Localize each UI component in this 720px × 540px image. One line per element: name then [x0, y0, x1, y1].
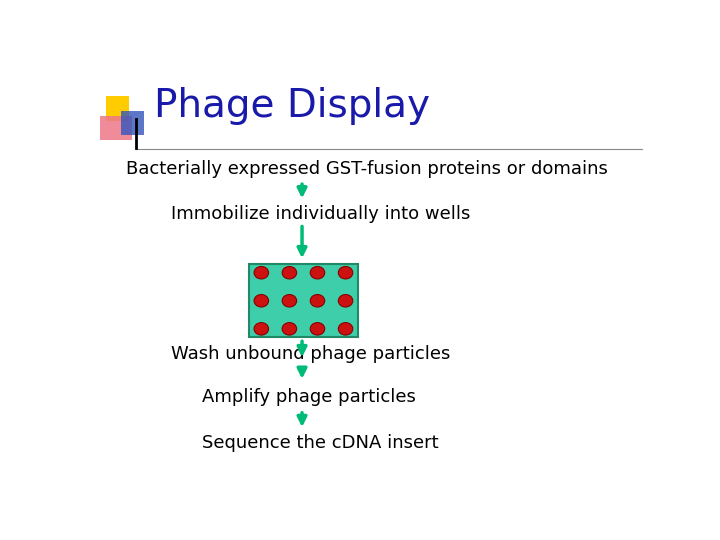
Text: Amplify phage particles: Amplify phage particles: [202, 388, 415, 407]
Bar: [249, 265, 358, 337]
Text: Wash unbound phage particles: Wash unbound phage particles: [171, 345, 450, 363]
Ellipse shape: [282, 294, 297, 307]
Ellipse shape: [254, 322, 269, 335]
Ellipse shape: [310, 294, 325, 307]
Text: Phage Display: Phage Display: [154, 87, 430, 125]
Ellipse shape: [338, 294, 353, 307]
Bar: [121, 111, 144, 134]
Ellipse shape: [282, 322, 297, 335]
Ellipse shape: [254, 294, 269, 307]
Ellipse shape: [282, 266, 297, 279]
Ellipse shape: [254, 266, 269, 279]
Bar: [106, 96, 129, 121]
Ellipse shape: [310, 322, 325, 335]
Text: Bacterially expressed GST-fusion proteins or domains: Bacterially expressed GST-fusion protein…: [126, 160, 608, 178]
Text: Sequence the cDNA insert: Sequence the cDNA insert: [202, 434, 438, 452]
Ellipse shape: [338, 322, 353, 335]
Bar: [100, 116, 132, 140]
Ellipse shape: [338, 266, 353, 279]
Ellipse shape: [310, 266, 325, 279]
Text: Immobilize individually into wells: Immobilize individually into wells: [171, 206, 470, 224]
